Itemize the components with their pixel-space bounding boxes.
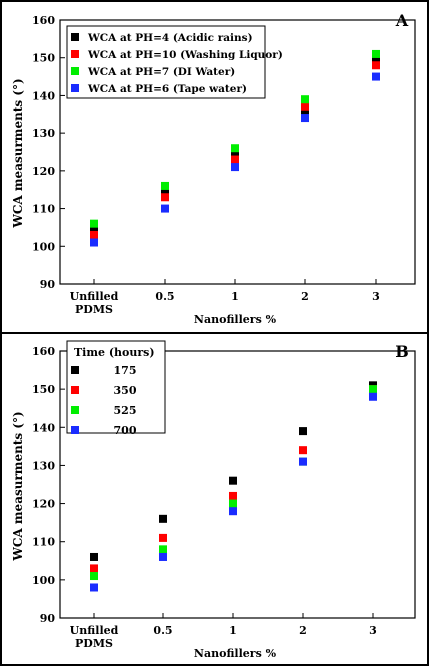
data-point-b-s0-1: [159, 514, 167, 523]
y-tick-label: 160: [32, 14, 55, 27]
panel-a: A WCA measurments (°) Nanofillers % 9010…: [11, 11, 416, 326]
legend-label: WCA at PH=6 (Tape water): [87, 83, 247, 95]
data-point-a-s1-4: [372, 61, 380, 70]
legend-b: Time (hours) 175 350 525 700: [66, 340, 166, 437]
legend-swatch: [71, 406, 79, 414]
y-tick-label: 90: [40, 612, 56, 625]
data-point-b-s0-3: [299, 427, 307, 436]
data-point-a-s2-4: [372, 49, 380, 58]
data-point-a-s2-2: [231, 144, 239, 153]
data-point-a-s2-1: [161, 181, 169, 190]
x-ticks-a: Unfilled PDMS 0.5 1 2 3: [70, 279, 380, 316]
legend-label: 525: [114, 404, 137, 417]
data-point-b-s2-0: [90, 572, 98, 581]
y-tick-label: 120: [32, 498, 55, 511]
data-point-b-s1-0: [90, 564, 98, 573]
y-tick-label: 140: [32, 421, 55, 434]
legend-title-b: Time (hours): [74, 346, 155, 359]
y-tick-label: 150: [32, 383, 55, 396]
x-axis-label-a: Nanofillers %: [194, 313, 277, 326]
x-axis-label-b: Nanofillers %: [194, 647, 277, 660]
data-point-b-s2-2: [229, 499, 237, 508]
data-point-a-s1-0: [90, 230, 98, 239]
data-point-b-s2-1: [159, 545, 167, 554]
legend-label: WCA at PH=4 (Acidic rains): [87, 32, 253, 44]
x-tick-label: Unfilled PDMS: [70, 290, 119, 316]
data-point-b-s1-1: [159, 533, 167, 542]
legend-label: WCA at PH=10 (Washing Liquor): [87, 49, 283, 61]
y-tick-label: 110: [32, 536, 55, 549]
y-axis-label-b: WCA measurments (°): [11, 411, 25, 561]
legend-swatch: [71, 366, 79, 374]
data-point-a-s2-0: [90, 219, 98, 228]
legend-a: WCA at PH=4 (Acidic rains) WCA at PH=10 (…: [66, 25, 283, 99]
legend-box-a: [66, 25, 266, 99]
y-axis-label-a: WCA measurments (°): [11, 78, 25, 228]
data-point-a-s3-2: [231, 163, 239, 172]
data-point-b-s0-2: [229, 476, 237, 485]
data-point-a-s1-1: [161, 193, 169, 202]
y-tick-label: 120: [32, 165, 55, 178]
data-point-a-s1-3: [301, 102, 309, 111]
data-point-b-s3-2: [229, 507, 237, 516]
x-tick-label: 2: [299, 624, 307, 637]
y-ticks-b: 90 100 110 120 130 140 150 160: [32, 345, 65, 625]
x-tick-label: 3: [369, 624, 377, 637]
x-tick-label: 0.5: [155, 290, 174, 303]
y-tick-label: 100: [32, 240, 55, 253]
data-point-b-s3-1: [159, 552, 167, 561]
plot-frame-b: [59, 350, 416, 619]
data-point-a-s2-3: [301, 95, 309, 104]
data-point-a-s3-4: [372, 72, 380, 81]
data-point-b-s1-2: [229, 491, 237, 500]
legend-swatch: [71, 50, 79, 58]
data-point-a-s3-0: [90, 238, 98, 247]
data-point-b-s1-3: [299, 446, 307, 455]
data-points-a: [90, 49, 380, 247]
y-tick-label: 140: [32, 89, 55, 102]
legend-swatch: [71, 67, 79, 75]
data-point-a-s3-3: [301, 114, 309, 123]
y-tick-label: 150: [32, 52, 55, 65]
x-tick-label: 0.5: [153, 624, 172, 637]
x-tick-label: 1: [229, 624, 237, 637]
y-tick-label: 110: [32, 203, 55, 216]
data-point-a-s1-2: [231, 155, 239, 164]
data-point-b-s3-0: [90, 583, 98, 592]
x-tick-label: Unfilled PDMS: [70, 624, 119, 650]
y-tick-label: 90: [40, 278, 56, 291]
x-tick-label: 3: [372, 290, 380, 303]
data-point-b-s2-4: [369, 385, 377, 394]
x-ticks-b: Unfilled PDMS 0.5 1 2 3: [70, 613, 377, 650]
plot-frame-a: [59, 19, 416, 285]
y-tick-label: 130: [32, 459, 55, 472]
legend-label: WCA at PH=7 (DI Water): [87, 66, 235, 78]
data-point-b-s3-3: [299, 457, 307, 466]
legend-box-b: [66, 340, 166, 434]
data-point-a-s3-1: [161, 204, 169, 213]
legend-swatch: [71, 33, 79, 41]
panel-b: B WCA measurments (°) Nanofillers % 9010…: [11, 340, 416, 660]
y-tick-label: 130: [32, 127, 55, 140]
data-point-b-s0-0: [90, 552, 98, 561]
legend-label: 350: [114, 384, 137, 397]
legend-swatch: [71, 426, 79, 434]
y-tick-label: 100: [32, 574, 55, 587]
legend-label: 175: [114, 364, 137, 377]
data-point-b-s3-4: [369, 392, 377, 401]
legend-label: 700: [114, 424, 137, 437]
x-tick-label: 2: [301, 290, 309, 303]
legend-swatch: [71, 386, 79, 394]
y-tick-label: 160: [32, 345, 55, 358]
x-tick-label: 1: [231, 290, 239, 303]
y-ticks-a: 90 100 110 120 130 140 150 160: [32, 14, 65, 291]
legend-swatch: [71, 84, 79, 92]
data-points-b: [90, 381, 377, 592]
